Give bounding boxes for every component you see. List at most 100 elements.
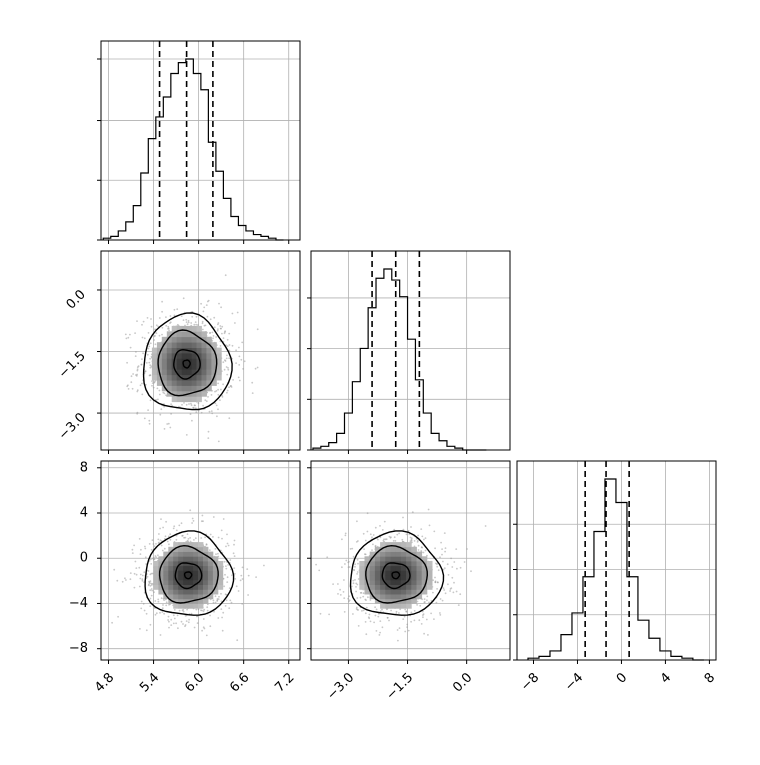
density-cell xyxy=(207,561,214,567)
scatter-point xyxy=(216,600,219,602)
scatter-point xyxy=(402,528,405,531)
density-cell xyxy=(201,347,207,354)
x-tick-label-col1-1: −1.5 xyxy=(383,670,416,703)
scatter-point xyxy=(354,579,356,581)
scatter-point xyxy=(217,322,220,324)
density-cell xyxy=(188,579,194,585)
scatter-point xyxy=(117,615,119,618)
density-cell xyxy=(203,589,209,595)
scatter-point xyxy=(222,361,225,364)
scatter-point xyxy=(183,536,186,539)
scatter-point xyxy=(396,629,399,631)
scatter-point xyxy=(159,527,162,530)
y-tick-label-row1-0: 0.0 xyxy=(64,287,89,312)
scatter-point xyxy=(228,349,231,352)
scatter-point xyxy=(423,598,426,600)
scatter-point xyxy=(158,317,161,319)
scatter-point xyxy=(456,567,458,570)
scatter-point xyxy=(243,360,246,363)
density-cell xyxy=(193,603,199,609)
scatter-point xyxy=(347,566,350,569)
density-cell xyxy=(411,598,417,604)
density-cell xyxy=(369,561,376,567)
density-cell xyxy=(216,369,222,376)
density-cell xyxy=(193,584,199,590)
scatter-point xyxy=(168,603,170,606)
scatter-point xyxy=(159,634,162,636)
scatter-point xyxy=(227,564,230,566)
density-cell xyxy=(380,589,386,595)
density-cell xyxy=(191,363,197,370)
scatter-point xyxy=(356,573,358,575)
scatter-point xyxy=(439,612,441,614)
density-cell xyxy=(173,556,179,562)
scatter-point xyxy=(168,620,170,623)
density-cell xyxy=(163,575,169,581)
scatter-point xyxy=(139,384,142,387)
scatter-point xyxy=(184,624,187,626)
scatter-point xyxy=(423,601,426,604)
density-cell xyxy=(176,358,183,365)
density-cell xyxy=(186,369,192,376)
scatter-point xyxy=(183,402,185,404)
scatter-point xyxy=(191,315,194,318)
density-cell xyxy=(168,598,174,604)
scatter-point xyxy=(169,538,172,541)
density-cell xyxy=(186,342,192,348)
scatter-point xyxy=(216,329,219,332)
scatter-point xyxy=(348,595,351,598)
density-cell xyxy=(163,561,169,567)
density-cell xyxy=(406,542,412,548)
density-cell xyxy=(166,347,173,354)
density-cell xyxy=(369,594,376,600)
scatter-point xyxy=(191,517,194,520)
density-cell xyxy=(183,565,189,571)
scatter-point xyxy=(395,612,398,615)
panel-r1-c0-contour-1 xyxy=(173,348,201,380)
panel-r2-c1-density xyxy=(359,542,433,609)
scatter-point xyxy=(416,604,418,606)
density-cell xyxy=(217,584,224,590)
scatter-point xyxy=(147,409,150,411)
density-cell xyxy=(181,396,188,403)
scatter-point xyxy=(176,323,179,326)
scatter-point xyxy=(356,571,359,573)
density-cell xyxy=(400,594,407,600)
scatter-point xyxy=(256,366,259,369)
density-cell xyxy=(385,598,391,604)
scatter-point xyxy=(145,563,148,565)
density-cell xyxy=(374,589,381,595)
scatter-point xyxy=(216,415,218,418)
scatter-point xyxy=(374,526,377,529)
density-cell xyxy=(380,565,386,571)
density-cell xyxy=(158,570,164,576)
density-cell xyxy=(390,594,397,600)
scatter-point xyxy=(381,626,384,629)
scatter-point xyxy=(163,405,166,408)
scatter-point xyxy=(242,368,245,370)
density-cell xyxy=(421,579,428,585)
density-cell xyxy=(212,556,219,562)
density-cell xyxy=(198,565,204,571)
scatter-point xyxy=(226,345,229,347)
scatter-point xyxy=(410,537,413,540)
scatter-point xyxy=(150,563,153,565)
scatter-point xyxy=(352,582,355,585)
scatter-point xyxy=(441,553,443,556)
density-cell xyxy=(193,579,199,585)
scatter-point xyxy=(364,598,367,601)
scatter-point xyxy=(141,323,143,326)
scatter-point xyxy=(337,593,339,595)
scatter-point xyxy=(231,574,233,577)
density-cell xyxy=(158,565,164,571)
scatter-point xyxy=(144,545,146,548)
scatter-point xyxy=(227,544,230,547)
scatter-point xyxy=(367,616,370,619)
panel-r0-c0 xyxy=(97,40,301,244)
scatter-point xyxy=(451,576,454,579)
density-cell xyxy=(416,594,423,600)
scatter-point xyxy=(410,611,413,614)
scatter-point xyxy=(132,373,135,375)
scatter-point xyxy=(207,430,210,433)
density-cell xyxy=(216,347,222,354)
